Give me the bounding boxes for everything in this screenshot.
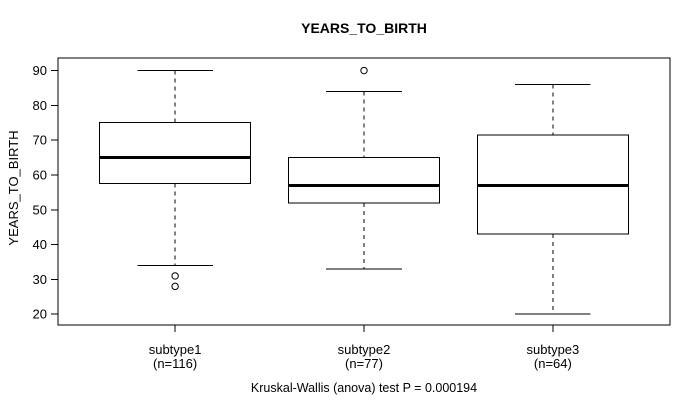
boxplot-subtype2: subtype2(n=77) <box>287 66 441 371</box>
boxplot-subtype3: subtype3(n=64) <box>476 83 629 371</box>
kruskal-wallis-annotation: Kruskal-Wallis (anova) test P = 0.000194 <box>250 381 478 395</box>
iqr-box <box>99 122 252 185</box>
y-tick-label: 80 <box>33 98 47 113</box>
x-count-label: (n=116) <box>153 356 197 371</box>
chart-title: YEARS_TO_BIRTH <box>301 20 427 36</box>
y-tick-label: 30 <box>33 272 47 287</box>
y-tick-label: 20 <box>33 307 47 322</box>
y-tick-label: 70 <box>33 133 47 148</box>
x-count-label: (n=64) <box>534 356 572 371</box>
outlier-point <box>171 282 179 291</box>
boxplot-subtype1: subtype1(n=116) <box>99 70 252 371</box>
x-category-label: subtype1 <box>149 342 202 357</box>
outlier-point <box>171 272 179 280</box>
iqr-box <box>287 157 441 204</box>
y-tick-label: 50 <box>33 202 47 217</box>
x-category-label: subtype3 <box>527 342 580 357</box>
y-tick-label: 40 <box>33 237 47 252</box>
x-category-label: subtype2 <box>338 342 391 357</box>
x-count-label: (n=77) <box>345 356 383 371</box>
y-tick-label: 90 <box>33 63 47 78</box>
outlier-point <box>360 66 368 75</box>
y-tick-label: 60 <box>33 167 47 182</box>
